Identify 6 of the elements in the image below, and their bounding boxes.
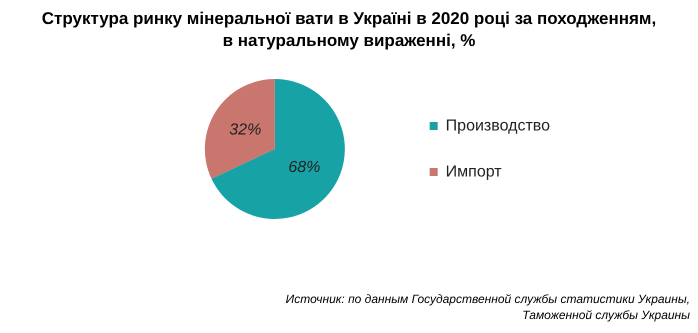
data-label: 32% <box>229 122 262 139</box>
legend-label: Импорт <box>446 163 502 180</box>
chart-title: Структура ринку мінеральної вати в Україні в 2020 році за походженням, в натуральному вираженні, % <box>40 8 658 52</box>
text: Источник: по данным Государственной службы статистики Украины, Таможенной службы Украины <box>284 291 690 323</box>
data-label: 68% <box>288 159 320 176</box>
legend-label: Производство <box>446 117 550 134</box>
